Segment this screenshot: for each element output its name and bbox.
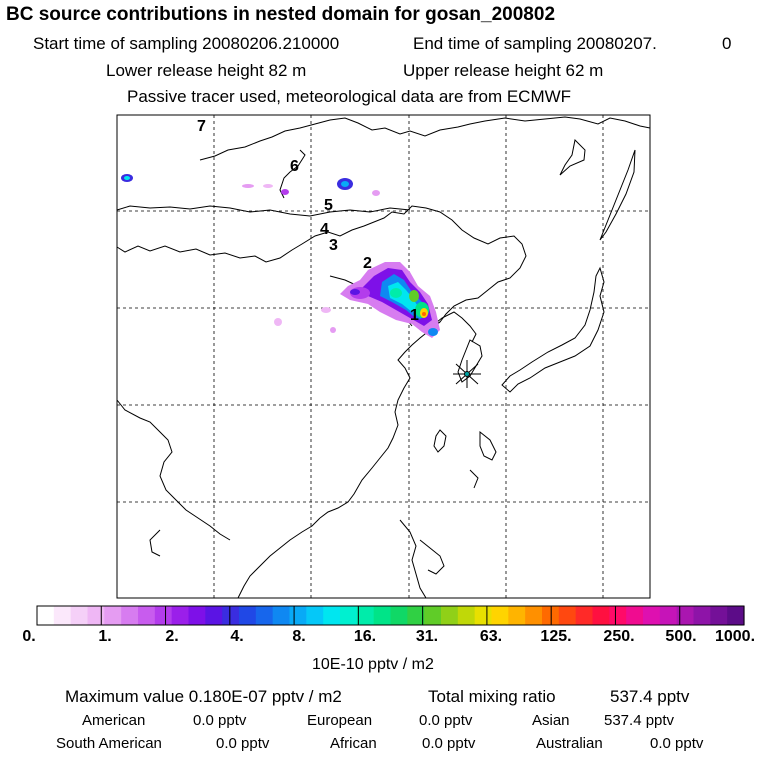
total-mixing-ratio-value: 537.4 pptv bbox=[610, 687, 690, 706]
trajectory-marker: 7 bbox=[197, 118, 206, 135]
colorbar-tick-label: 250. bbox=[603, 628, 635, 645]
american-label: American bbox=[82, 712, 146, 729]
end-time-label: End time of sampling 20080207. bbox=[413, 34, 657, 53]
asian-value: 537.4 pptv bbox=[604, 712, 675, 729]
colorbar-segment bbox=[407, 606, 425, 625]
colorbar-tick-label: 1000. bbox=[714, 628, 756, 645]
total-mixing-ratio-label: Total mixing ratio bbox=[428, 687, 556, 706]
trajectory-markers: 1 2 3 4 5 6 7 bbox=[197, 118, 419, 324]
colorbar-segment bbox=[424, 606, 442, 625]
colorbar-segment bbox=[491, 606, 509, 625]
coastlines bbox=[116, 116, 651, 599]
american-value: 0.0 pptv bbox=[193, 712, 247, 729]
colorbar-tick-label: 31. bbox=[415, 628, 439, 645]
colorbar-segment bbox=[474, 606, 493, 625]
colorbar-frame bbox=[36, 605, 745, 626]
map-title: BC source contributions in nested domain… bbox=[6, 4, 556, 25]
colorbar-segment bbox=[525, 606, 543, 625]
colorbar-segment bbox=[205, 606, 223, 625]
colorbar-segment bbox=[87, 606, 105, 625]
trajectory-marker: 5 bbox=[324, 197, 333, 214]
colorbar-segment bbox=[373, 606, 392, 625]
colorbar-tick-label: 63. bbox=[479, 628, 503, 645]
colorbar-segment bbox=[272, 606, 291, 625]
colorbar-tick-label: 1. bbox=[98, 628, 112, 645]
maximum-value: Maximum value 0.180E-07 pptv / m2 bbox=[65, 687, 342, 706]
colorbar-tick-label: 8. bbox=[292, 628, 306, 645]
tracer-note: Passive tracer used, meteorological data… bbox=[127, 87, 572, 106]
colorbar-segment bbox=[609, 606, 627, 625]
colorbar-segment bbox=[558, 606, 577, 625]
colorbar-segment bbox=[575, 606, 594, 625]
colorbar-segment bbox=[323, 606, 341, 625]
trajectory-marker: 2 bbox=[363, 255, 372, 272]
colorbar-segment bbox=[255, 606, 274, 625]
lat-lon-grid bbox=[117, 115, 650, 598]
colorbar-segment bbox=[693, 606, 711, 625]
end-time-suffix: 0 bbox=[722, 34, 732, 53]
upper-release-height: Upper release height 62 m bbox=[403, 61, 604, 80]
colorbar-segment bbox=[239, 606, 257, 625]
colorbar-tick-label: 0. bbox=[22, 628, 36, 645]
colorbar-tick-label: 500. bbox=[665, 628, 697, 645]
asian-label: Asian bbox=[532, 712, 570, 729]
colorbar-segment bbox=[121, 606, 139, 625]
colorbar-segment bbox=[222, 606, 240, 625]
australian-label: Australian bbox=[536, 735, 603, 752]
colorbar-segment bbox=[643, 606, 661, 625]
colorbar-segment bbox=[171, 606, 190, 625]
lower-release-height: Lower release height 82 m bbox=[106, 61, 307, 80]
start-time-label: Start time of sampling 20080206.210000 bbox=[33, 34, 340, 53]
trajectory-marker: 3 bbox=[329, 237, 338, 254]
colorbar-segment bbox=[306, 606, 324, 625]
european-value: 0.0 pptv bbox=[419, 712, 473, 729]
colorbar-tick-label: 4. bbox=[230, 628, 244, 645]
colorbar-segment bbox=[356, 606, 375, 625]
colorbar-segment bbox=[340, 606, 358, 625]
map-frame bbox=[116, 114, 651, 599]
colorbar-segment bbox=[289, 606, 307, 625]
colorbar-segment bbox=[676, 606, 695, 625]
african-value: 0.0 pptv bbox=[422, 735, 476, 752]
colorbar-segment bbox=[457, 606, 476, 625]
colorbar-tick-label: 16. bbox=[353, 628, 377, 645]
colorbar-segment bbox=[53, 606, 72, 625]
colorbar-tick-label: 2. bbox=[165, 628, 179, 645]
colorbar-segment bbox=[727, 606, 745, 625]
trajectory-marker: 6 bbox=[290, 158, 299, 175]
colorbar-dividers bbox=[100, 606, 681, 625]
colorbar-tick-label: 125. bbox=[540, 628, 572, 645]
african-label: African bbox=[330, 735, 377, 752]
colorbar-segment bbox=[390, 606, 408, 625]
trajectory-marker: 1 bbox=[410, 307, 419, 324]
receptor-star-icon bbox=[453, 360, 481, 388]
colorbar-segment bbox=[626, 606, 644, 625]
colorbar-segment bbox=[188, 606, 206, 625]
colorbar-unit-label: 10E-10 pptv / m2 bbox=[312, 656, 434, 673]
colorbar-segment bbox=[154, 606, 173, 625]
colorbar bbox=[37, 606, 745, 625]
european-label: European bbox=[307, 712, 373, 729]
trajectory-marker: 4 bbox=[320, 221, 329, 238]
australian-value: 0.0 pptv bbox=[650, 735, 704, 752]
colorbar-segment bbox=[70, 606, 89, 625]
colorbar-segment bbox=[508, 606, 526, 625]
colorbar-segment bbox=[710, 606, 728, 625]
south-american-value: 0.0 pptv bbox=[216, 735, 270, 752]
colorbar-segment bbox=[138, 606, 156, 625]
south-american-label: South American bbox=[56, 735, 162, 752]
colorbar-segment bbox=[104, 606, 122, 625]
source-contribution-plume bbox=[121, 174, 440, 338]
colorbar-segment bbox=[659, 606, 678, 625]
colorbar-segment bbox=[37, 606, 55, 625]
colorbar-segment bbox=[441, 606, 459, 625]
colorbar-segment bbox=[592, 606, 610, 625]
